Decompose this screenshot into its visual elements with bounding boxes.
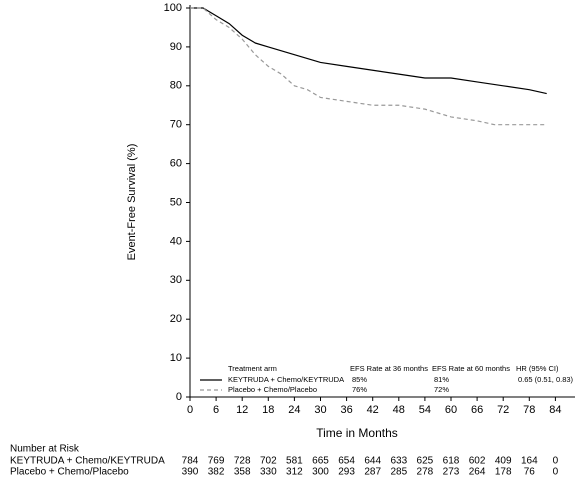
risk-count: 784 [182,456,199,467]
risk-count: 285 [390,467,407,478]
x-tick-label: 36 [340,404,352,416]
x-axis-label: Time in Months [316,426,398,440]
survival-line [190,7,547,126]
risk-count: 728 [234,456,251,467]
y-tick-label: 0 [176,391,182,403]
legend-header: EFS Rate at 36 months [350,364,428,373]
x-tick-label: 54 [419,404,431,416]
risk-row-label: Placebo + Chemo/Placebo [10,467,129,478]
risk-count: 618 [443,456,460,467]
legend-header: EFS Rate at 60 months [432,364,510,373]
risk-count: 769 [208,456,225,467]
risk-title: Number at Risk [10,444,80,455]
y-tick-label: 60 [170,158,182,170]
risk-count: 330 [260,467,277,478]
legend-cell: 85% [352,375,367,384]
risk-count: 300 [312,467,329,478]
survival-line [190,7,547,95]
legend-label: Placebo + Chemo/Placebo [228,385,317,394]
risk-count: 409 [495,456,512,467]
risk-count: 644 [364,456,381,467]
y-tick-label: 100 [164,2,182,14]
x-tick-label: 66 [471,404,483,416]
risk-count: 293 [338,467,355,478]
risk-count: 633 [390,456,407,467]
risk-count: 0 [553,456,559,467]
x-tick-label: 78 [523,404,535,416]
y-tick-label: 80 [170,80,182,92]
risk-count: 382 [208,467,225,478]
risk-count: 278 [417,467,434,478]
legend-header: HR (95% CI) [516,364,559,373]
risk-count: 654 [338,456,355,467]
y-axis-label: Event-Free Survival (%) [126,144,138,261]
risk-count: 164 [521,456,538,467]
y-tick-label: 70 [170,119,182,131]
risk-count: 390 [182,467,199,478]
risk-count: 312 [286,467,303,478]
y-tick-label: 50 [170,196,182,208]
x-tick-label: 42 [367,404,379,416]
risk-count: 0 [553,467,559,478]
x-tick-label: 6 [213,404,219,416]
x-tick-label: 12 [236,404,248,416]
risk-count: 702 [260,456,277,467]
legend-label: KEYTRUDA + Chemo/KEYTRUDA [228,375,344,384]
risk-count: 358 [234,467,251,478]
x-tick-label: 30 [314,404,326,416]
y-tick-label: 20 [170,313,182,325]
risk-count: 581 [286,456,303,467]
risk-count: 625 [417,456,434,467]
x-tick-label: 18 [262,404,274,416]
legend-cell: 76% [352,385,367,394]
risk-count: 76 [524,467,536,478]
x-tick-label: 48 [393,404,405,416]
x-tick-label: 84 [549,404,561,416]
y-tick-label: 30 [170,274,182,286]
y-tick-label: 90 [170,41,182,53]
risk-count: 178 [495,467,512,478]
legend-cell: 81% [434,375,449,384]
legend-header: Treatment arm [228,364,277,373]
x-tick-label: 60 [445,404,457,416]
x-tick-label: 24 [288,404,300,416]
risk-count: 273 [443,467,460,478]
risk-count: 287 [364,467,381,478]
y-tick-label: 40 [170,235,182,247]
risk-count: 264 [469,467,486,478]
x-tick-label: 0 [187,404,193,416]
x-tick-label: 72 [497,404,509,416]
risk-count: 602 [469,456,486,467]
legend-cell: 72% [434,385,449,394]
risk-row-label: KEYTRUDA + Chemo/KEYTRUDA [10,456,165,467]
risk-count: 665 [312,456,329,467]
y-tick-label: 10 [170,352,182,364]
legend-cell: 0.65 (0.51, 0.83) [518,375,574,384]
